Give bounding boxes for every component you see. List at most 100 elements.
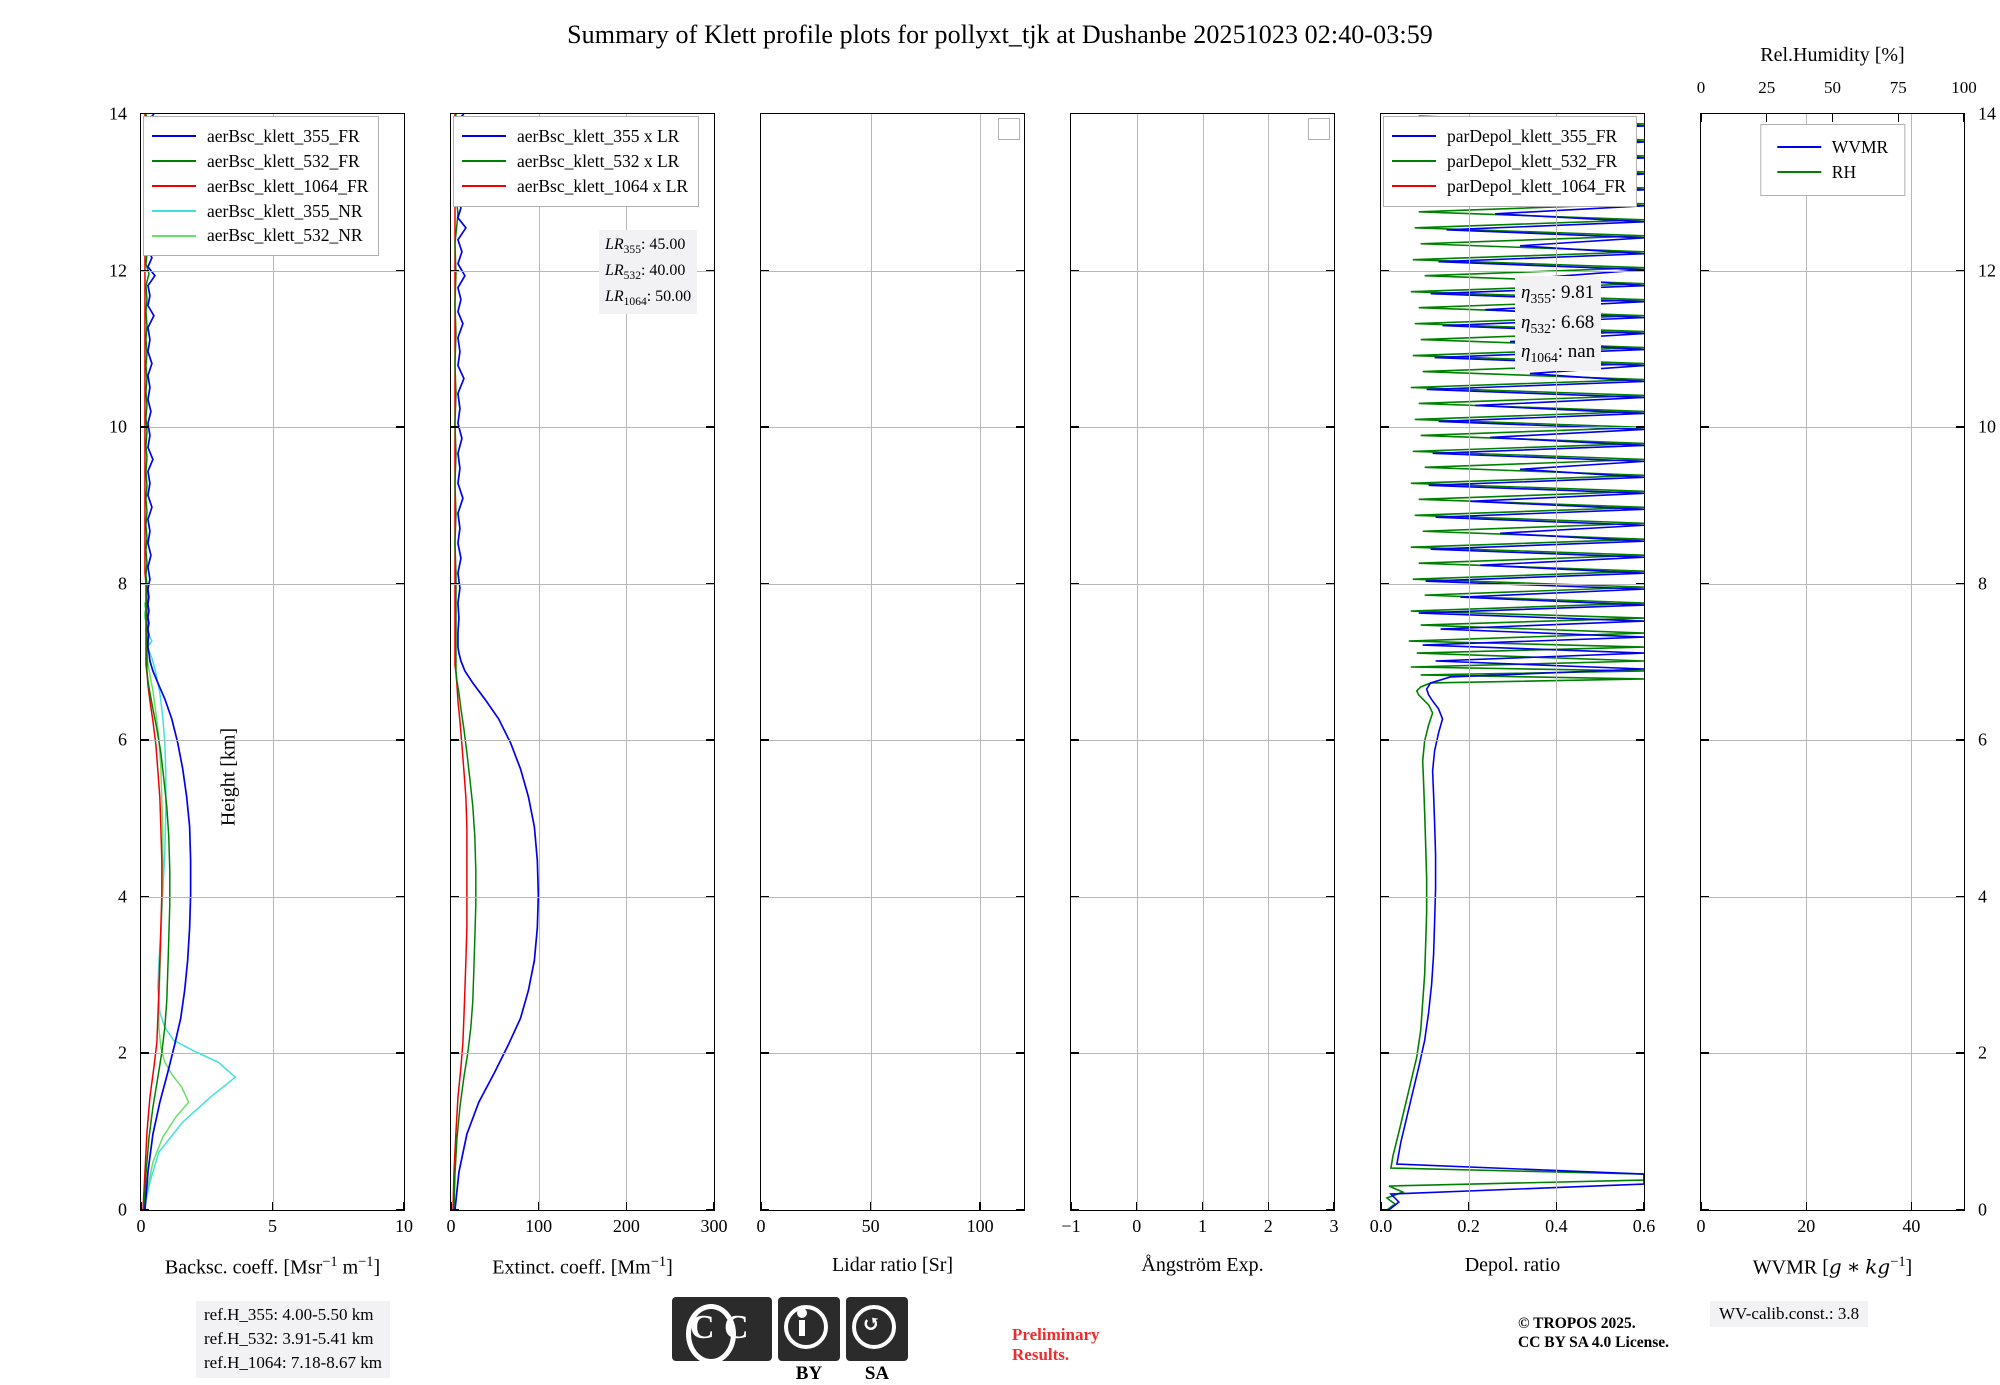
legend-color-swatch <box>462 160 506 163</box>
gridline-horizontal <box>761 896 1024 898</box>
x-tick-label: 20 <box>1797 1216 1816 1236</box>
y-tick <box>450 895 459 898</box>
gridline-horizontal <box>761 1053 1024 1055</box>
y-tick <box>1326 1209 1335 1211</box>
x-tick-label: 0 <box>1132 1216 1142 1236</box>
panel-extinction: aerBsc_klett_355 x LR aerBsc_klett_532 x … <box>447 113 728 1279</box>
y-tick <box>1380 739 1389 741</box>
gridline-horizontal <box>451 1053 714 1055</box>
legend-entry: parDepol_klett_355_FR <box>1392 124 1626 149</box>
x-tick-label: 100 <box>966 1216 994 1236</box>
gridline-horizontal <box>1701 583 1964 585</box>
y-tick <box>1070 269 1079 271</box>
gridline-horizontal <box>1381 896 1644 898</box>
y-tick <box>1016 1209 1025 1211</box>
x-tick <box>760 1202 762 1211</box>
y-tick <box>1636 1052 1645 1054</box>
y-tick <box>450 269 459 271</box>
y-tick-label: 12 <box>1978 260 1996 281</box>
legend-label: RH <box>1831 161 1857 182</box>
y-tick <box>1070 739 1079 741</box>
gridline-horizontal <box>1381 427 1644 429</box>
y-tick <box>1326 739 1335 741</box>
y-tick <box>1380 1052 1389 1054</box>
legend-depolarization: parDepol_klett_355_FR parDepol_klett_532_… <box>1383 116 1637 207</box>
y-tick <box>1700 1052 1709 1054</box>
y-tick <box>706 739 715 741</box>
reference-height-line: ref.H_532: 3.91-5.41 km <box>204 1329 374 1349</box>
y-tick <box>1070 582 1079 585</box>
gridline-vertical <box>626 114 628 1210</box>
plot-area-lidar-ratio <box>761 114 1024 1210</box>
gridline-vertical <box>272 114 274 1210</box>
y-tick-label: 14 <box>109 103 127 124</box>
copyright-line: CC BY SA 4.0 License. <box>1518 1334 1669 1352</box>
legend-label: aerBsc_klett_532_FR <box>207 150 360 171</box>
legend-label: aerBsc_klett_1064 x LR <box>517 175 689 196</box>
gridline-horizontal <box>1381 270 1644 272</box>
gridline-vertical <box>1806 114 1808 1210</box>
x-tick-label: 0 <box>446 1216 456 1236</box>
y-tick <box>706 1209 715 1211</box>
annotation-row: LR355: 45.00 <box>605 236 686 257</box>
y-tick <box>706 582 715 585</box>
rh-axis-title: Rel.Humidity [%] <box>1760 44 1905 66</box>
y-tick <box>140 1209 149 1211</box>
gridline-horizontal <box>1381 583 1644 585</box>
y-tick <box>706 1052 715 1054</box>
y-tick-label: 4 <box>1978 886 1987 907</box>
x-axis-title: Lidar ratio [Sr] <box>831 1254 954 1276</box>
gridline-vertical <box>1556 114 1558 1210</box>
legend-entry: aerBsc_klett_532_FR <box>152 149 368 174</box>
gridline-vertical <box>538 114 540 1210</box>
legend-color-swatch <box>462 185 506 188</box>
legend-label: parDepol_klett_355_FR <box>1447 126 1618 146</box>
x-tick-label: 10 <box>395 1216 413 1236</box>
y-tick <box>1016 582 1025 585</box>
x-tick <box>450 1202 452 1211</box>
y-tick-label: 6 <box>118 729 127 750</box>
x-tick <box>1201 1202 1204 1211</box>
y-tick <box>706 426 715 428</box>
gridline-horizontal <box>1701 427 1964 429</box>
y-tick-label: 2 <box>1978 1042 1987 1063</box>
gridline-horizontal <box>1701 270 1964 272</box>
y-tick <box>706 895 715 898</box>
panel-lidar-ratio: 0 50 100 Lidar ratio [Sr] <box>757 113 1025 1276</box>
y-tick <box>396 895 405 898</box>
y-tick <box>140 426 149 428</box>
annotation-row: LR532: 40.00 <box>605 261 686 283</box>
x-tick-label: 5 <box>268 1216 277 1236</box>
extinction-curves <box>452 114 540 1210</box>
gridline-horizontal <box>1381 1053 1644 1055</box>
legend-entry: WVMR <box>1776 135 1888 160</box>
y-tick <box>760 895 769 898</box>
rh-top-tick <box>1700 113 1702 122</box>
page-title: Summary of Klett profile plots for polly… <box>567 20 1433 49</box>
legend-color-swatch <box>152 209 196 212</box>
panel-backscatter: aerBsc_klett_355_FR aerBsc_klett_532_FR ae… <box>109 104 413 1279</box>
y-tick <box>1380 269 1389 271</box>
y-tick <box>1380 582 1389 585</box>
copyright-note: © TROPOS 2025. CC BY SA 4.0 License. <box>1518 1314 1669 1353</box>
y-tick-label: 0 <box>118 1199 127 1220</box>
legend-color-swatch <box>152 160 196 163</box>
plot-area-depolarization <box>1381 114 1644 1210</box>
panel-wvmr: WVMR RH Rel.Humidity [%] 0 2 4 6 8 10 12 14 0 20 40… <box>1697 44 1997 1279</box>
x-tick <box>1070 1202 1072 1211</box>
y-tick <box>1636 739 1645 741</box>
legend-color-swatch <box>462 135 506 138</box>
y-tick <box>140 113 149 115</box>
y-tick <box>1326 426 1335 428</box>
legend-label: parDepol_klett_532_FR <box>1447 150 1618 171</box>
legend-color-swatch <box>1392 160 1436 163</box>
y-tick <box>396 739 405 741</box>
y-tick-label: 12 <box>109 260 127 281</box>
x-tick <box>1333 1202 1335 1211</box>
legend-entry: RH <box>1776 160 1888 185</box>
gridline-vertical <box>980 114 982 1210</box>
annotation-row: η355: 9.81 <box>1521 282 1595 306</box>
x-tick-label: 40 <box>1902 1216 1921 1236</box>
y-tick <box>1700 113 1709 115</box>
y-tick <box>450 582 459 585</box>
